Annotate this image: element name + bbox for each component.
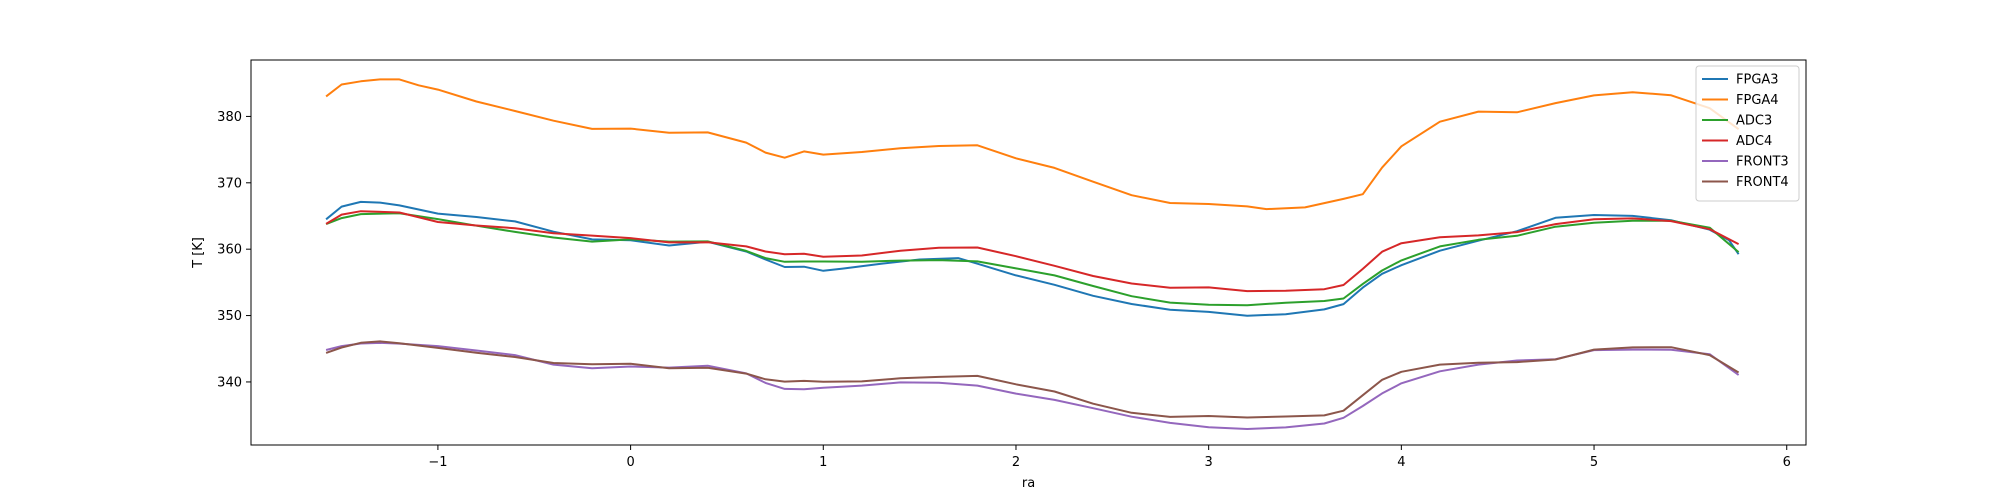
legend-label-adc4: ADC4 <box>1736 134 1772 149</box>
legend-label-fpga3: FPGA3 <box>1736 73 1779 88</box>
legend: FPGA3 FPGA4 ADC3 ADC4 FRONT3 FRONT4 <box>1695 65 1800 202</box>
x-axis-ticks: −1 0 1 2 3 4 5 6 <box>428 445 1791 470</box>
series-line-adc4 <box>325 210 1740 293</box>
x-tick-label: −1 <box>428 455 447 470</box>
y-tick-label: 350 <box>217 309 242 324</box>
series-line-front4 <box>325 340 1740 419</box>
series-line-fpga4 <box>325 78 1740 211</box>
x-axis-label: ra <box>1022 476 1035 491</box>
x-tick-label: 0 <box>626 455 634 470</box>
y-tick-label: 370 <box>217 176 242 191</box>
series-line-fpga3 <box>325 200 1740 317</box>
y-axis-ticks: 340 350 360 370 380 <box>217 110 251 390</box>
x-tick-label: 6 <box>1783 455 1791 470</box>
x-tick-label: 5 <box>1590 455 1598 470</box>
x-tick-label: 4 <box>1397 455 1405 470</box>
y-axis-label: T [K] <box>191 237 206 269</box>
y-tick-label: 360 <box>217 243 242 258</box>
series-line-front3 <box>325 341 1740 430</box>
series-line-adc3 <box>325 212 1740 307</box>
x-tick-label: 3 <box>1205 455 1213 470</box>
legend-label-adc3: ADC3 <box>1736 114 1772 129</box>
x-tick-label: 1 <box>819 455 827 470</box>
y-tick-label: 380 <box>217 110 242 125</box>
legend-label-fpga4: FPGA4 <box>1736 93 1779 108</box>
x-tick-label: 2 <box>1012 455 1020 470</box>
y-tick-label: 340 <box>217 375 242 390</box>
series-layer <box>325 78 1740 430</box>
plot-area-frame <box>250 59 1807 446</box>
legend-label-front3: FRONT3 <box>1736 155 1789 170</box>
legend-label-front4: FRONT4 <box>1736 175 1789 190</box>
